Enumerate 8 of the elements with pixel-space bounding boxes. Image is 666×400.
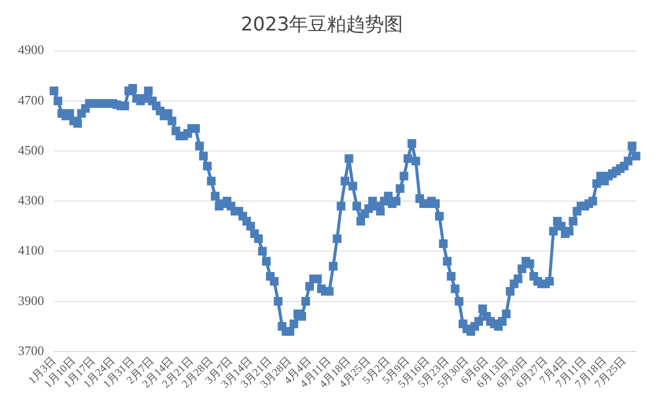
chart-title: 2023年豆粕趋势图 [240, 13, 404, 36]
y-tick-label: 4500 [18, 142, 44, 158]
y-tick-label: 4300 [18, 192, 44, 208]
y-tick-label: 3700 [18, 342, 44, 358]
y-tick-label: 4100 [18, 242, 44, 258]
y-tick-label: 4900 [18, 42, 44, 58]
y-tick-label: 4700 [18, 92, 44, 108]
y-tick-label: 3900 [18, 292, 44, 308]
